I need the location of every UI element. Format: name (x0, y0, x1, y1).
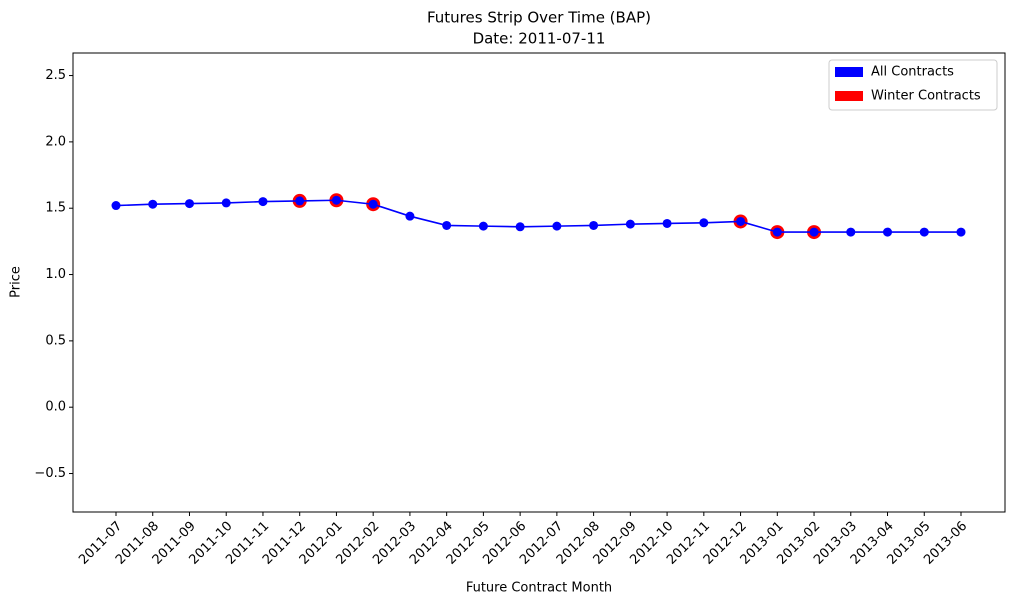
price-marker (148, 199, 158, 209)
x-axis-label: Future Contract Month (466, 581, 612, 596)
price-marker (295, 196, 305, 206)
price-marker (589, 220, 599, 230)
plot-frame (72, 52, 1006, 513)
legend-label: All Contracts (871, 65, 954, 80)
price-marker (846, 227, 856, 237)
price-marker (331, 195, 341, 205)
price-marker (442, 220, 452, 230)
legend-label: Winter Contracts (871, 89, 981, 104)
price-marker (552, 221, 562, 231)
y-tick-label: −0.5 (34, 466, 66, 481)
price-marker (625, 219, 635, 229)
chart-title: Futures Strip Over Time (BAP) (427, 9, 651, 27)
price-marker (111, 201, 121, 211)
y-tick-label: 0.0 (45, 400, 66, 415)
y-axis-label: Price (9, 266, 24, 298)
y-tick-label: 1.5 (45, 201, 66, 216)
price-marker (405, 211, 415, 221)
price-marker (221, 198, 231, 208)
y-tick-label: 2.0 (45, 134, 66, 149)
price-marker (184, 199, 194, 209)
price-marker (258, 197, 268, 207)
price-marker (736, 216, 746, 226)
price-marker (772, 227, 782, 237)
price-marker (478, 221, 488, 231)
price-marker (662, 218, 672, 228)
price-marker (956, 227, 966, 237)
price-marker (515, 222, 525, 232)
chart-subtitle: Date: 2011-07-11 (473, 30, 606, 48)
y-tick-label: 2.5 (45, 68, 66, 83)
price-marker (919, 227, 929, 237)
price-marker (809, 227, 819, 237)
y-tick-label: 1.0 (45, 267, 66, 282)
legend-box (828, 59, 998, 111)
price-marker (883, 227, 893, 237)
price-marker (699, 218, 709, 228)
y-tick-label: 0.5 (45, 333, 66, 348)
legend-swatch (835, 67, 863, 77)
price-marker (368, 199, 378, 209)
legend-swatch (835, 91, 863, 101)
price-line (115, 199, 961, 233)
